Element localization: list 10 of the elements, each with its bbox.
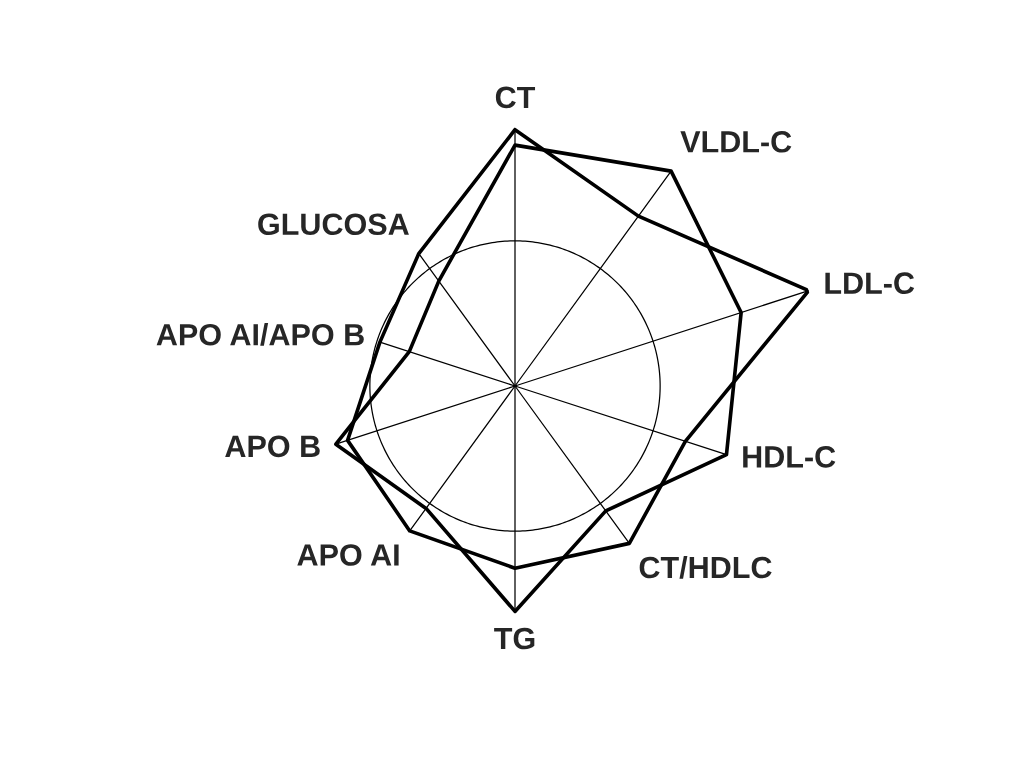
spoke-label: LDL-C [825,272,915,295]
spoke-label: TG [494,627,535,650]
spoke-label: GLUCOSA [258,213,409,236]
spoke-label: APO AI/APO B [156,323,364,346]
spoke-label: APO AI [297,544,399,566]
spoke-label: VLDL-C [680,130,792,153]
spoke-label: HDL-C [743,446,836,468]
spoke-label: APO B [225,435,320,458]
spoke-label: CT/HDLC [639,555,772,579]
spoke-label: CT [495,86,536,109]
